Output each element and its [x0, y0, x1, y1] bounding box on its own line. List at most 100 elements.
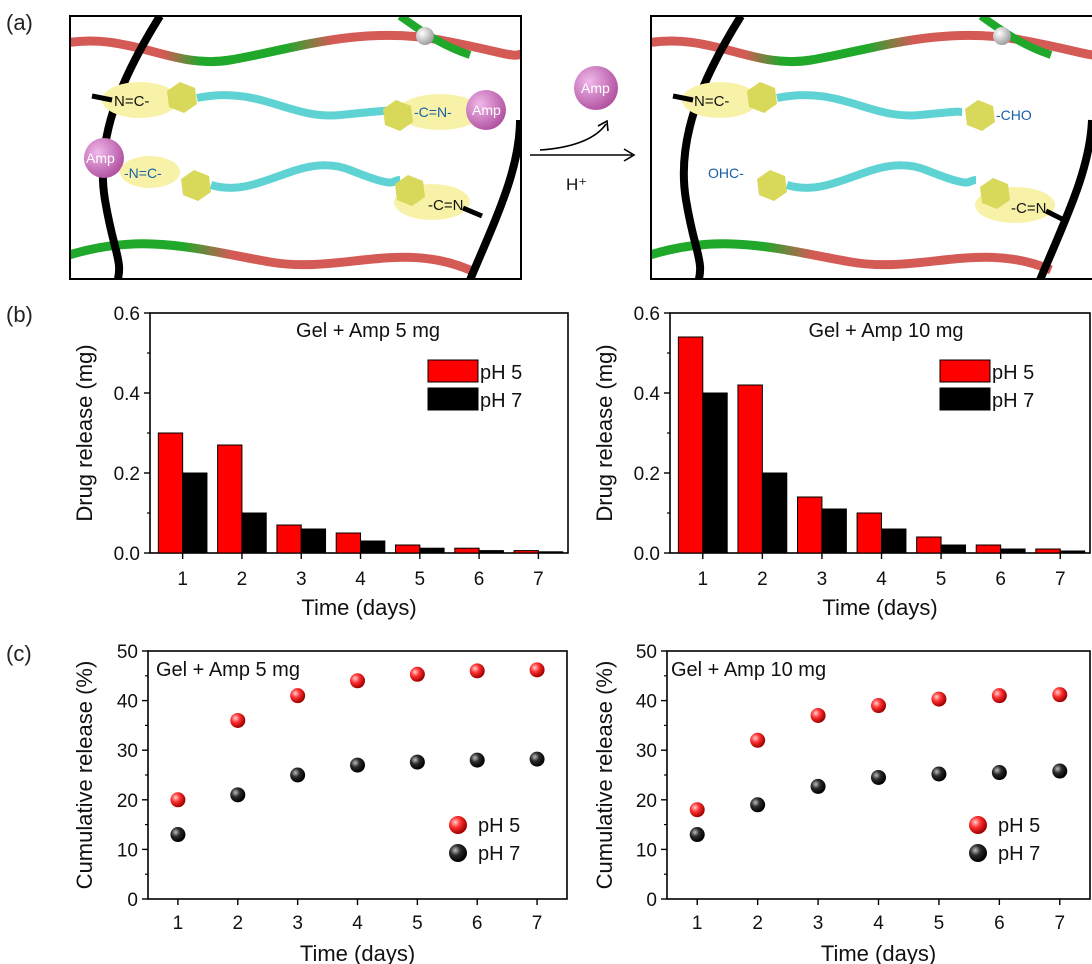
crosslinker-left [98, 16, 164, 279]
scatter-chart-5mg: 0 10 20 30 40 50 Time (days) Cumulative release… [72, 642, 568, 964]
imine-label: N=C- [114, 93, 149, 110]
y-tick-label: 0 [127, 890, 138, 911]
bond-stub [672, 93, 694, 103]
bond-stub [462, 205, 483, 219]
bar-ph5 [513, 550, 539, 554]
bar-ph5 [975, 544, 1002, 554]
legend-swatch [427, 359, 479, 383]
y-tick-label: 0.4 [114, 384, 141, 405]
point-ph7 [529, 751, 545, 767]
amp-label: Amp [86, 150, 115, 166]
point-ph5 [750, 732, 766, 748]
peg-linker [209, 161, 401, 192]
x-axis-label: Time (days) [301, 595, 416, 620]
bar-ph5 [677, 336, 704, 554]
benzene-ring-icon [395, 175, 425, 206]
point-ph5 [689, 802, 705, 818]
amp-label: Amp [472, 102, 501, 118]
y-tick-label: 0.6 [114, 304, 140, 325]
point-ph5 [290, 688, 306, 704]
bar-ph5 [916, 536, 942, 554]
imine-label: -C=N [428, 197, 463, 214]
benzene-ring-icon [757, 170, 787, 201]
bar-ph5 [797, 496, 823, 554]
amp-bead [84, 138, 124, 178]
bar-ph5 [856, 512, 883, 554]
y-axis-label: Cumulative release (%) [592, 661, 617, 890]
released-amp-bead [574, 66, 618, 110]
point-ph7 [689, 827, 705, 843]
polymer-chain-bottom [70, 239, 472, 275]
x-tick-label: 7 [1055, 569, 1066, 590]
y-tick-label: 10 [636, 840, 657, 861]
bar-ph5 [276, 524, 302, 554]
x-tick-label: 2 [232, 913, 243, 934]
bar-ph5 [737, 384, 763, 554]
arrow-head-icon [597, 119, 609, 132]
y-tick-label: 30 [636, 741, 657, 762]
x-tick-label: 1 [173, 913, 184, 934]
bond-stub [1044, 208, 1064, 222]
legend-label: pH 5 [480, 362, 522, 384]
legend-swatch [939, 387, 991, 411]
legend-label: pH 5 [992, 362, 1034, 384]
point-ph7 [991, 765, 1007, 781]
x-tick-label: 6 [995, 569, 1006, 590]
point-ph7 [409, 754, 425, 770]
legend-label: pH 7 [992, 390, 1034, 412]
bar-ph7 [821, 508, 847, 554]
x-tick-label: 5 [936, 569, 947, 590]
point-ph7 [750, 797, 766, 813]
x-axis-label: Time (days) [300, 941, 415, 964]
plot-frame [149, 312, 569, 554]
y-tick-label: 40 [636, 692, 657, 713]
imine-label: N=C- [694, 93, 729, 110]
y-tick-label: 50 [117, 642, 138, 663]
y-tick-label: 40 [117, 692, 138, 713]
x-tick-label: 1 [697, 569, 708, 590]
x-tick-label: 5 [934, 913, 945, 934]
arrow-head-icon [623, 148, 636, 162]
point-ph5 [1052, 687, 1068, 703]
benzene-ring-icon [965, 100, 995, 131]
bar-ph7 [300, 528, 327, 554]
point-ph7 [469, 752, 485, 768]
y-tick-label: 30 [117, 741, 138, 762]
imine-label: -C=N- [414, 104, 452, 120]
y-tick-label: 0.2 [634, 464, 660, 485]
legend-label: pH 7 [998, 843, 1040, 865]
x-tick-label: 2 [757, 569, 768, 590]
crosslinker-left [679, 16, 745, 279]
point-ph7 [810, 778, 826, 794]
imine-label: -C=N [1011, 200, 1046, 217]
x-axis-label: Time (days) [821, 941, 936, 964]
point-ph5 [529, 662, 545, 678]
legend-marker [969, 816, 987, 834]
point-ph7 [230, 787, 246, 803]
y-tick-label: 0.0 [634, 544, 660, 565]
legend-label: pH 5 [998, 815, 1040, 837]
point-ph5 [810, 707, 826, 723]
bond-stub [91, 93, 113, 103]
peg-linker [776, 91, 963, 120]
bar-ph7 [881, 528, 907, 554]
bar-ph5 [454, 547, 480, 554]
point-ph7 [290, 767, 306, 783]
chart-title: Gel + Amp 10 mg [671, 659, 826, 681]
x-tick-label: 4 [355, 569, 366, 590]
legend-label: pH 7 [478, 843, 520, 865]
crosslinker-right [466, 119, 521, 279]
bar-chart-5mg: 0.0 0.2 0.4 0.6 Time (days) Drug release (mg)… [72, 304, 569, 620]
benzene-ring-icon [747, 82, 777, 113]
aldehyde-label: OHC- [708, 165, 744, 181]
y-tick-label: 20 [636, 791, 657, 812]
legend-marker [969, 844, 987, 862]
schematic-frame-right [650, 15, 1092, 280]
peg-linker [785, 161, 977, 192]
polymer-chain-bottom [651, 239, 1053, 275]
x-tick-label: 3 [813, 913, 824, 934]
benzene-ring-icon [181, 170, 211, 201]
x-tick-label: 1 [692, 913, 703, 934]
imine-label: -N=C- [124, 165, 162, 181]
